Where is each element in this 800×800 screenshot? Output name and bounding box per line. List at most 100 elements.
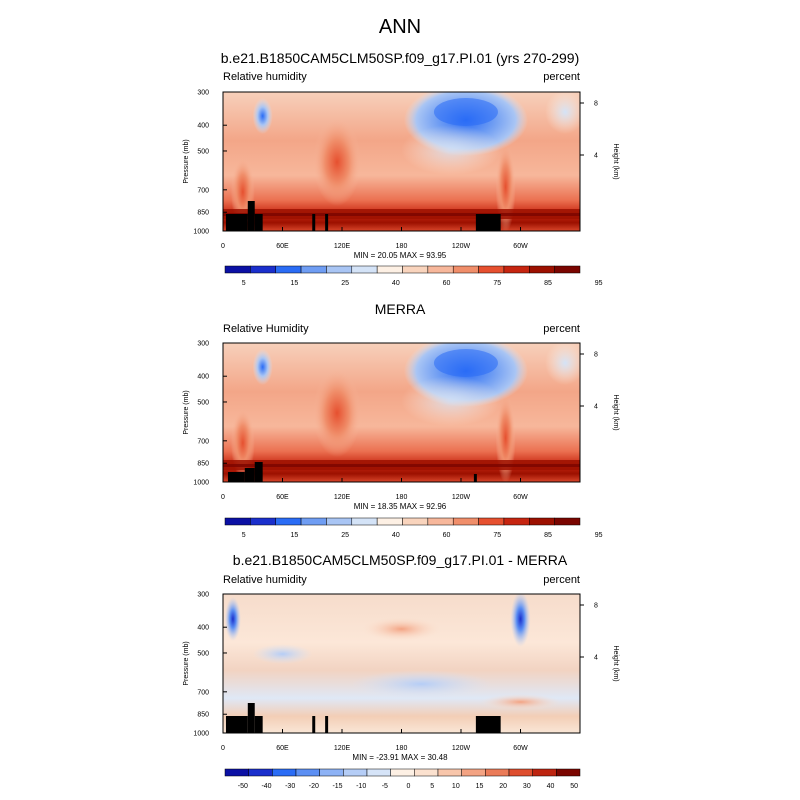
y-tick-label: 850 (197, 461, 209, 468)
topography-mask (225, 214, 248, 231)
moist-plume-amazon (495, 393, 516, 482)
colorbar-swatch (427, 265, 454, 274)
pale-mid-pacific (401, 125, 502, 175)
contour-field (223, 92, 580, 231)
y-tick-label: 700 (197, 438, 209, 445)
panel-3: b.e21.B1850CAM5CLM50SP.f09_g17.PI.01 - M… (183, 552, 619, 790)
colorbar-label: 75 (493, 532, 501, 539)
colorbar-label: 85 (544, 532, 552, 539)
colorbar-swatch (503, 265, 530, 274)
colorbar-label: -30 (285, 783, 295, 790)
topography-mask (475, 716, 501, 733)
colorbar-label: 0 (407, 783, 411, 790)
colorbar-swatch (326, 265, 353, 274)
colorbar-label: -20 (309, 783, 319, 790)
topography-mask (325, 214, 329, 231)
colorbar-swatch (503, 517, 530, 526)
colorbar-label: 5 (242, 532, 246, 539)
colorbar-swatch (300, 517, 327, 526)
colorbar-swatch (485, 768, 510, 777)
colorbar-label: 95 (595, 532, 603, 539)
colorbar-label: 20 (499, 783, 507, 790)
colorbar-swatch (452, 265, 479, 274)
topography-mask (312, 214, 316, 231)
y-tick-label: 700 (197, 689, 209, 696)
contour-field (223, 343, 580, 482)
y-tick-label: 300 (197, 90, 209, 97)
y2-tick-label: 8 (594, 352, 598, 359)
colorbar-label: 5 (242, 280, 246, 287)
x-tick-label: 0 (221, 243, 225, 250)
topography-mask (254, 214, 263, 231)
min-max-text: MIN = -23.91 MAX = 30.48 (352, 753, 448, 762)
right-label: percent (543, 323, 580, 335)
colorbar-swatch (275, 517, 302, 526)
colorbar-label: 25 (341, 280, 349, 287)
panel-title: b.e21.B1850CAM5CLM50SP.f09_g17.PI.01 (yr… (221, 50, 580, 66)
x-tick-label: 120W (452, 745, 471, 752)
topography-mask (247, 703, 255, 733)
colorbar-swatch (376, 517, 403, 526)
colorbar-swatch (554, 265, 581, 274)
y-tick-label: 500 (197, 399, 209, 406)
y-tick-label: 500 (197, 650, 209, 657)
topography-mask (227, 472, 245, 482)
colorbar-swatch (437, 768, 462, 777)
panel-title: MERRA (375, 301, 426, 317)
x-tick-label: 60E (276, 243, 289, 250)
left-label: Relative humidity (223, 71, 307, 83)
colorbar-swatch (508, 768, 533, 777)
topography-mask (254, 716, 263, 733)
colorbar-label: 15 (290, 532, 298, 539)
dry-zone-atlantic (545, 343, 580, 385)
x-tick-label: 120E (334, 243, 351, 250)
colorbar-label: 5 (430, 783, 434, 790)
y2-tick-label: 4 (594, 404, 598, 411)
colorbar-swatch (224, 768, 249, 777)
x-tick-label: 60E (276, 745, 289, 752)
colorbar-swatch (554, 517, 581, 526)
topography-mask (325, 716, 329, 733)
figure-title: ANN (379, 16, 421, 38)
x-tick-label: 0 (221, 494, 225, 501)
y-tick-label: 1000 (193, 229, 209, 236)
y-tick-label: 850 (197, 712, 209, 719)
topography-mask (475, 214, 501, 231)
colorbar-swatch (461, 768, 486, 777)
y-tick-label: 500 (197, 148, 209, 155)
pale-mid-pacific (401, 376, 502, 426)
colorbar-label: -10 (356, 783, 366, 790)
moist-column-warmpool (313, 369, 362, 457)
x-tick-label: 120E (334, 494, 351, 501)
colorbar-label: 75 (493, 280, 501, 287)
contour-field (223, 594, 580, 733)
colorbar-swatch (351, 265, 378, 274)
panel-1: b.e21.B1850CAM5CLM50SP.f09_g17.PI.01 (yr… (183, 50, 619, 287)
y2-axis-label: Height (km) (612, 143, 619, 179)
topography-mask (225, 716, 248, 733)
y2-tick-label: 4 (594, 153, 598, 160)
colorbar-label: 40 (392, 532, 400, 539)
colorbar-swatch (556, 768, 581, 777)
diff-pos-lower (480, 694, 561, 710)
colorbar-label: 10 (452, 783, 460, 790)
moist-column-warmpool (313, 118, 362, 206)
dry-core-pacific (433, 98, 498, 126)
x-tick-label: 60E (276, 494, 289, 501)
topography-mask (244, 468, 255, 482)
colorbar-swatch (250, 265, 276, 274)
y-axis-label: Pressure (mb) (183, 641, 190, 685)
min-max-text: MIN = 20.05 MAX = 93.95 (354, 251, 447, 260)
colorbar-swatch (295, 768, 320, 777)
colorbar-swatch (529, 265, 555, 274)
diff-pos-upper (361, 617, 442, 641)
left-label: Relative humidity (223, 574, 307, 586)
diff-neg-midlevel (351, 670, 492, 698)
colorbar-swatch (366, 768, 391, 777)
diff-neg-africa (224, 597, 241, 641)
colorbar-label: -40 (261, 783, 271, 790)
colorbar-label: 60 (443, 280, 451, 287)
colorbar-swatch (402, 517, 429, 526)
y2-axis-label: Height (km) (612, 645, 619, 681)
